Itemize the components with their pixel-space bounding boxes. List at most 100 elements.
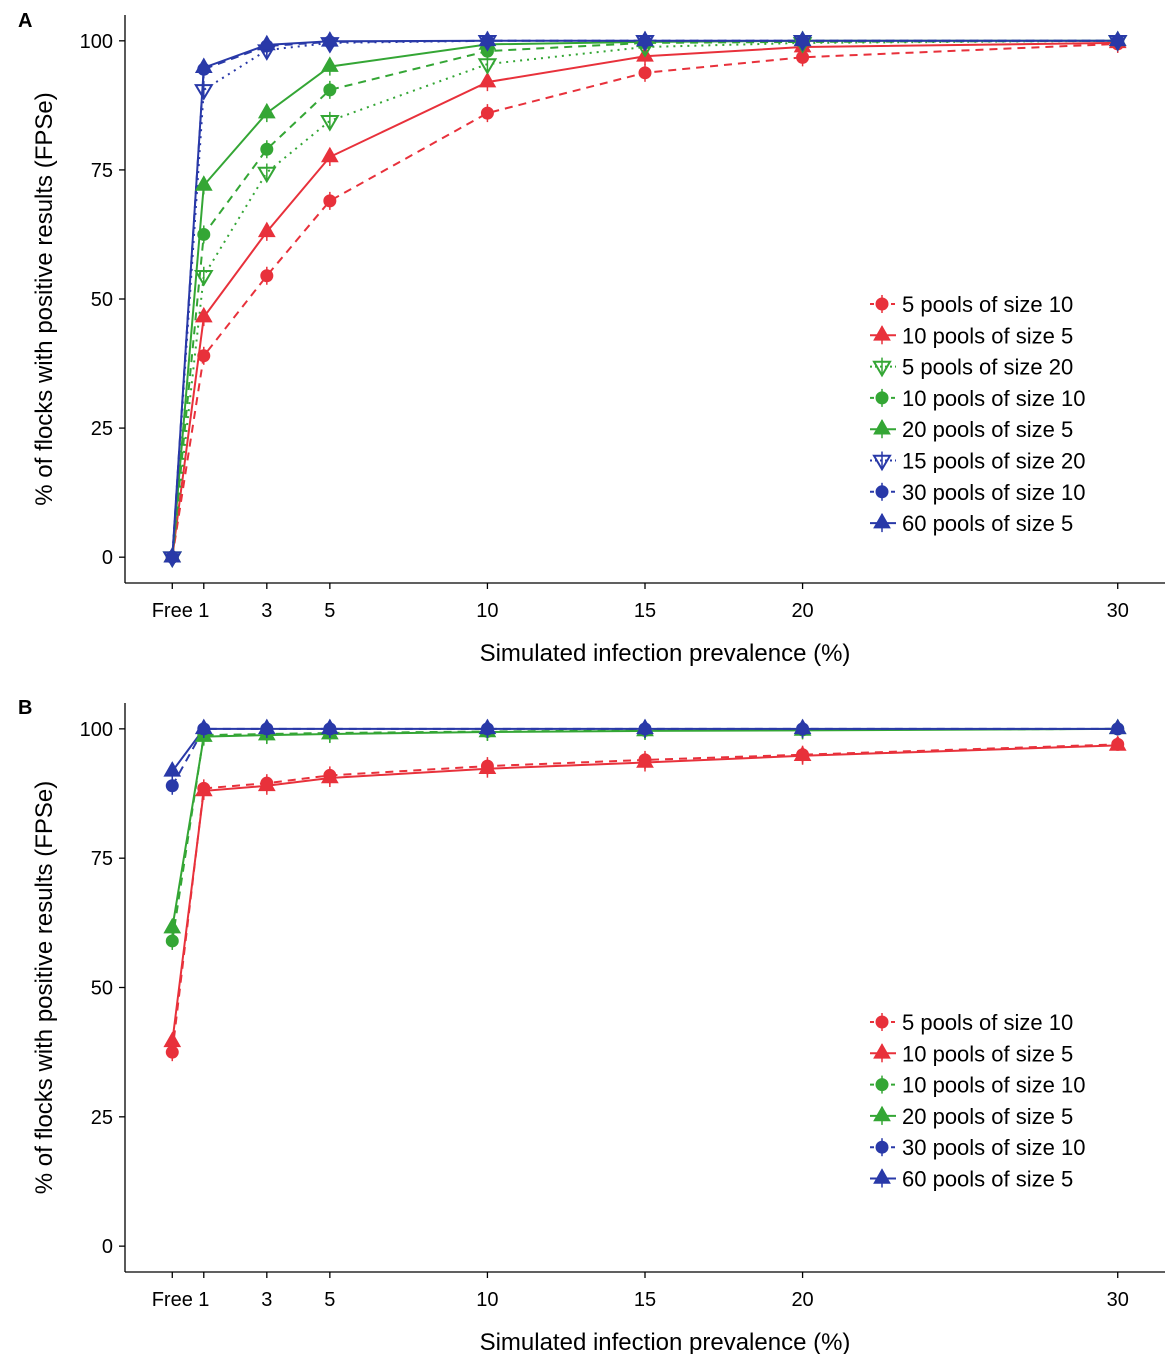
data-point — [194, 57, 213, 73]
legend-label: 60 pools of size 5 — [902, 511, 1073, 536]
data-point — [478, 758, 497, 774]
x-tick-label: 10 — [476, 1289, 498, 1311]
data-point — [793, 745, 812, 762]
data-point — [320, 31, 339, 47]
series-line — [171, 42, 1118, 558]
data-point — [163, 546, 182, 563]
legend-label: 10 pools of size 5 — [902, 323, 1073, 348]
y-tick-label: 75 — [91, 848, 113, 870]
chart-panel-b: B 0 25 50 75 100 Free 1 3 5 10 15 20 30 Simulated infe… — [18, 697, 1165, 1354]
legend-label: 5 pools of size 10 — [902, 1010, 1073, 1035]
x-tick-label: 5 — [324, 1289, 335, 1311]
panel-label: A — [18, 10, 32, 32]
x-tick-label: 15 — [634, 600, 656, 622]
x-tick-label: 15 — [634, 1289, 656, 1311]
data-point — [636, 718, 654, 735]
data-point — [793, 718, 812, 735]
y-tick-label: 100 — [80, 31, 113, 53]
data-point — [163, 761, 182, 777]
data-point — [194, 269, 214, 287]
series-line — [171, 727, 1118, 929]
data-point — [323, 194, 337, 208]
legend-label: 30 pools of size 10 — [902, 480, 1085, 505]
data-point — [1108, 735, 1127, 751]
data-point — [257, 102, 276, 119]
data-point — [320, 767, 339, 784]
data-point — [257, 34, 276, 51]
series-markers — [163, 735, 1127, 1051]
data-point — [323, 83, 337, 97]
data-point — [163, 917, 182, 934]
legend-marker — [875, 485, 889, 499]
chart-panel-a: A 0 25 50 75 100 Free 1 3 5 10 15 20 30 Simulated infe… — [18, 10, 1165, 667]
y-tick-label: 25 — [91, 418, 113, 440]
data-point — [793, 30, 812, 47]
x-tick-label: 1 — [198, 600, 209, 622]
legend-marker — [873, 512, 891, 529]
x-tick-label: 30 — [1107, 1289, 1129, 1311]
legend-marker — [875, 1140, 889, 1154]
data-point — [194, 780, 213, 797]
y-tick-label: 100 — [80, 719, 113, 741]
data-point — [320, 115, 340, 132]
legend-label: 30 pools of size 10 — [902, 1135, 1085, 1160]
x-tick-label: 1 — [198, 1289, 209, 1311]
legend-marker — [873, 325, 891, 341]
y-tick-label: 0 — [102, 547, 113, 569]
legend: 5 pools of size 10 10 pools of size 5 10 p… — [870, 1010, 1085, 1192]
legend-marker — [875, 1015, 889, 1029]
legend-marker — [872, 360, 892, 378]
data-point — [257, 166, 277, 184]
legend: 5 pools of size 10 10 pools of size 5 5 po… — [870, 292, 1085, 536]
x-axis-label: Simulated infection prevalence (%) — [480, 640, 851, 667]
x-axis-label: Simulated infection prevalence (%) — [480, 1329, 851, 1354]
legend-marker — [875, 391, 889, 405]
legend-marker — [875, 1078, 889, 1092]
data-point — [165, 779, 179, 793]
y-tick-label: 0 — [102, 1236, 113, 1258]
legend-label: 15 pools of size 20 — [902, 449, 1085, 474]
data-point — [320, 718, 339, 735]
series-line — [171, 727, 1118, 772]
legend-label: 10 pools of size 5 — [902, 1041, 1073, 1066]
x-tick-label: 3 — [261, 1289, 272, 1311]
legend-label: 5 pools of size 10 — [902, 292, 1073, 317]
data-point — [257, 718, 276, 735]
legend-marker — [875, 297, 889, 311]
legend-label: 5 pools of size 20 — [902, 355, 1073, 380]
data-point — [194, 306, 213, 323]
legend-marker — [873, 1043, 891, 1059]
data-point — [478, 718, 497, 735]
legend-marker — [873, 1168, 891, 1184]
y-tick-label: 50 — [91, 978, 113, 1000]
data-point — [636, 30, 654, 47]
data-point — [480, 106, 494, 120]
data-point — [197, 349, 211, 363]
data-point — [194, 718, 213, 735]
data-point — [163, 1031, 182, 1048]
legend-marker — [873, 418, 891, 435]
panel-label: B — [18, 697, 32, 719]
series-markers — [163, 30, 1127, 567]
y-axis-label: % of flocks with positive results (FPSe) — [31, 92, 58, 505]
data-point — [194, 175, 213, 191]
series-line — [171, 41, 1118, 558]
series-markers — [163, 718, 1127, 781]
data-point — [636, 752, 654, 768]
x-tick-label: 20 — [791, 600, 813, 622]
data-point — [320, 146, 339, 163]
x-tick-label: 3 — [261, 600, 272, 622]
y-tick-label: 50 — [91, 289, 113, 311]
series-line — [171, 744, 1118, 1042]
series-line — [171, 743, 1118, 1053]
legend-marker — [873, 1105, 891, 1122]
data-point — [257, 221, 276, 238]
x-tick-label: Free — [152, 1289, 193, 1311]
legend-label: 60 pools of size 5 — [902, 1167, 1073, 1192]
legend-label: 10 pools of size 10 — [902, 386, 1085, 411]
data-point — [257, 775, 276, 792]
x-tick-label: 30 — [1107, 600, 1129, 622]
x-tick-label: 20 — [791, 1289, 813, 1311]
legend-label: 10 pools of size 10 — [902, 1073, 1085, 1098]
